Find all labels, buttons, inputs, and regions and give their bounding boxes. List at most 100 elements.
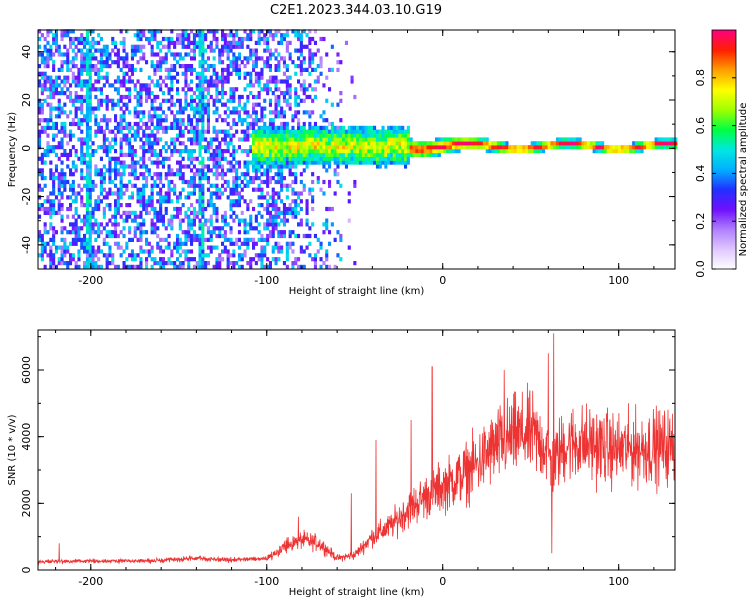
spectrogram-cell	[130, 249, 134, 254]
spectrogram-cell	[88, 29, 92, 34]
spectrogram-cell	[184, 52, 188, 57]
spectrogram-cell	[164, 156, 168, 161]
spectrogram-cell	[136, 176, 140, 181]
spectrogram-cell	[184, 36, 188, 42]
spectrogram-cell	[178, 33, 182, 38]
spectrogram-cell	[218, 129, 222, 134]
spectrogram-cell	[578, 137, 582, 142]
spectrogram-cell	[313, 40, 317, 45]
spectrogram-cell	[119, 149, 123, 154]
spectrogram-cell	[60, 245, 64, 250]
spectrogram-cell	[176, 245, 180, 250]
spectrogram-cell	[99, 52, 103, 57]
spectrogram-cell	[516, 149, 520, 154]
spectrogram-cell	[195, 83, 199, 88]
spectrogram-cell	[592, 149, 596, 154]
spectrogram-cell	[280, 199, 284, 204]
spectrogram-cell	[232, 121, 236, 127]
spectrogram-cell	[192, 91, 196, 96]
spectrogram-cell	[254, 160, 258, 165]
snr-x-tick-label: -100	[254, 575, 279, 588]
spectrogram-cell	[322, 261, 326, 266]
spectrogram-cell	[80, 87, 84, 92]
spectrogram-cell	[201, 176, 205, 181]
spectrogram-cell	[494, 149, 498, 154]
spectrogram-cell	[116, 264, 120, 269]
spectrogram-cell	[114, 114, 118, 119]
spectrogram-cell	[252, 48, 256, 53]
spectrogram-cell	[302, 29, 306, 34]
spectrogram-cell	[308, 121, 312, 127]
spectrogram-cell	[260, 245, 264, 250]
spectrogram-cell	[153, 210, 157, 215]
spectrogram-cell	[133, 164, 137, 169]
spectrogram-cell	[40, 203, 44, 208]
spectrogram-cell	[192, 133, 196, 138]
colorbar-segment	[712, 257, 736, 260]
colorbar-segment	[712, 73, 736, 77]
spectrogram-cell	[105, 75, 109, 80]
spectrogram-cell	[88, 226, 92, 231]
spectrogram-cell	[60, 206, 64, 212]
spectrogram-cell	[474, 137, 478, 142]
spectrogram-cell	[229, 226, 233, 231]
spectrogram-cell	[271, 121, 275, 127]
spectrogram-cell	[454, 145, 458, 150]
spectrogram-cell	[232, 56, 236, 61]
spectrogram-cell	[277, 79, 281, 84]
spectrogram-cell	[361, 160, 365, 165]
spectrogram-cell	[313, 261, 317, 266]
spectrogram-cell	[195, 40, 199, 45]
spectrogram-cell	[122, 40, 126, 45]
colorbar-segment	[712, 107, 736, 111]
spectrogram-cell	[254, 149, 258, 154]
spectrogram-cell	[173, 52, 177, 57]
spectrogram-cell	[285, 44, 289, 49]
spectrogram-cell	[325, 125, 329, 130]
spectrogram-cell	[302, 83, 306, 88]
spectrogram-cell	[305, 203, 309, 208]
spectrogram-cell	[359, 160, 363, 165]
spectrogram-cell	[226, 48, 230, 53]
spectrogram-cell	[243, 218, 247, 223]
spectrogram-cell	[105, 121, 109, 127]
spectrogram-cell	[105, 79, 109, 84]
colorbar-tick-label: 0.4	[694, 165, 707, 183]
spectrogram-cell	[153, 257, 157, 262]
spectrogram-cell	[381, 152, 385, 157]
spectrogram-cell	[240, 179, 244, 185]
spectrogram-cell	[187, 206, 191, 212]
spectrogram-cell	[201, 214, 205, 219]
spectrogram-cell	[285, 98, 289, 103]
spectrogram-cell	[257, 141, 261, 146]
colorbar-segment	[712, 129, 736, 133]
spectrogram-cell	[311, 156, 315, 161]
spectrogram-cell	[260, 71, 264, 76]
spectrogram-cell	[212, 98, 216, 103]
spectrogram-cell	[170, 249, 174, 254]
spectrogram-cell	[404, 137, 408, 142]
spectrogram-cell	[252, 118, 256, 123]
spectrogram-cell	[108, 98, 112, 103]
spectrogram-cell	[130, 125, 134, 130]
spectrogram-cell	[184, 79, 188, 84]
spectrogram-x-tick-label: -100	[254, 274, 279, 287]
spectrogram-cell	[49, 44, 53, 49]
spectrogram-cell	[221, 233, 225, 239]
spectrogram-cell	[49, 94, 53, 100]
spectrogram-cell	[88, 145, 92, 150]
spectrogram-cell	[88, 191, 92, 196]
spectrogram-cell	[502, 149, 506, 154]
spectrogram-cell	[285, 48, 289, 53]
spectrogram-cell	[302, 91, 306, 96]
spectrogram-cell	[125, 164, 129, 169]
spectrogram-cell	[285, 149, 289, 154]
colorbar-segment	[712, 75, 736, 79]
spectrogram-cell	[336, 160, 340, 165]
spectrogram-cell	[184, 125, 188, 130]
spectrogram-cell	[184, 164, 188, 169]
spectrogram-cell	[257, 75, 261, 80]
spectrogram-cell	[116, 98, 120, 103]
colorbar-tick-label: 0.2	[694, 212, 707, 230]
spectrogram-cell	[215, 191, 219, 196]
